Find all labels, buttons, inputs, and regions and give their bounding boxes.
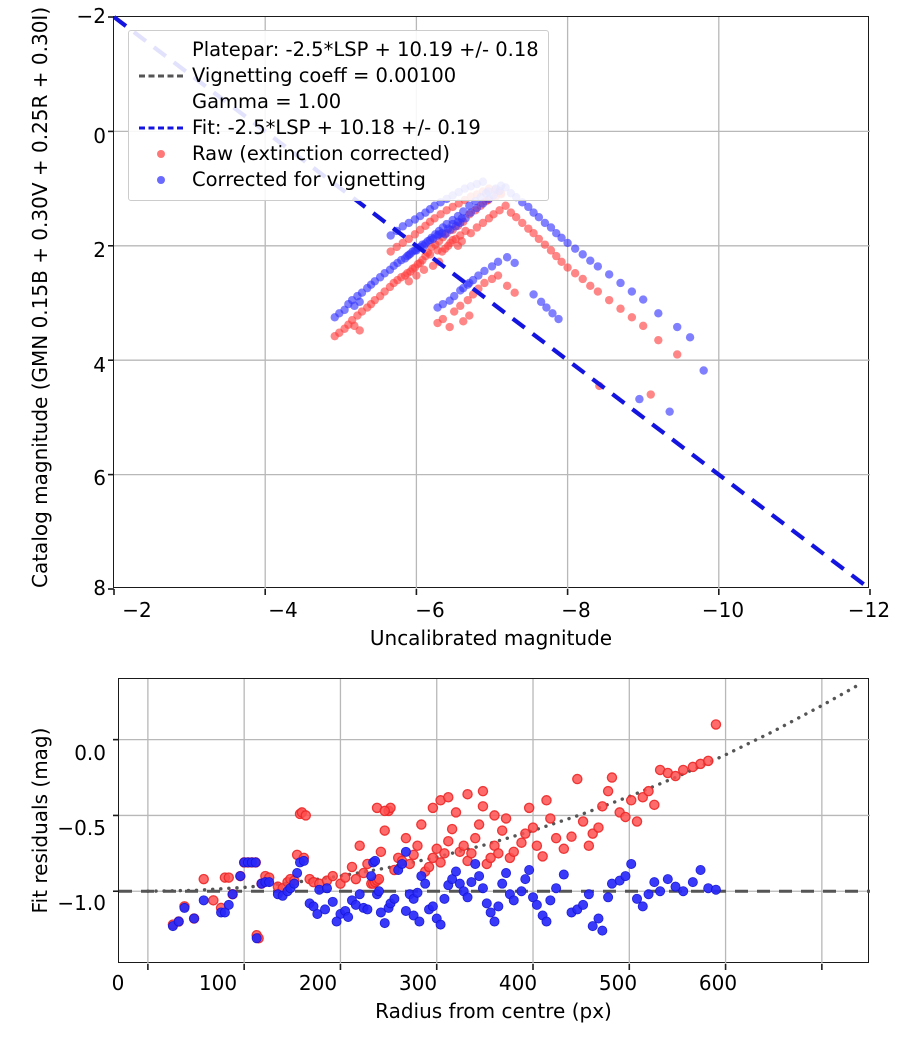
legend-entry-corrected: Corrected for vignetting bbox=[138, 167, 539, 193]
calibration-ytick-5: 8 bbox=[93, 576, 106, 600]
legend-entry-raw: Raw (extinction corrected) bbox=[138, 141, 539, 167]
residuals-ytick-1: −0.5 bbox=[57, 816, 106, 840]
legend-label-gamma: Gamma = 1.00 bbox=[192, 90, 342, 113]
legend-label-platepar: Platepar: -2.5*LSP + 10.19 +/- 0.18 bbox=[192, 38, 539, 61]
legend-handle-blank-gamma bbox=[138, 89, 184, 115]
scatter-dot-icon-blue bbox=[157, 176, 165, 184]
dashed-line-icon-gray bbox=[139, 74, 183, 78]
dashed-line-icon-blue bbox=[139, 126, 183, 130]
calibration-ytick-0: −2 bbox=[76, 4, 106, 28]
legend-label-vignetting-coeff: Vignetting coeff = 0.00100 bbox=[192, 64, 457, 87]
residuals-xtick-0: 0 bbox=[111, 971, 125, 995]
calibration-ytick-4: 6 bbox=[93, 466, 106, 490]
residuals-ytick-0: 0.0 bbox=[74, 741, 106, 765]
residuals-axes bbox=[113, 678, 870, 970]
calibration-xtick-1: −4 bbox=[268, 598, 298, 622]
legend-handle-dot-red bbox=[138, 141, 184, 167]
residuals-ytick-2: −1.0 bbox=[57, 891, 106, 915]
calibration-xtick-5: −12 bbox=[847, 598, 891, 622]
calibration-ytick-1: 0 bbox=[93, 124, 106, 148]
residuals-plot-canvas bbox=[113, 679, 870, 970]
legend-entry-platepar: Platepar: -2.5*LSP + 10.19 +/- 0.18 bbox=[138, 37, 539, 63]
legend-label-fit: Fit: -2.5*LSP + 10.18 +/- 0.19 bbox=[192, 116, 481, 139]
legend-entry-vignetting-coeff: Vignetting coeff = 0.00100 bbox=[138, 63, 539, 89]
legend-label-raw: Raw (extinction corrected) bbox=[192, 142, 450, 165]
residuals-xtick-6: 600 bbox=[698, 971, 738, 995]
calibration-xtick-0: −2 bbox=[122, 598, 152, 622]
residuals-panel: Fit residuals (mag) 0.0 −0.5 −1.0 0 100 … bbox=[0, 660, 900, 1050]
legend-handle-dot-blue bbox=[138, 167, 184, 193]
scatter-dot-icon-red bbox=[157, 150, 165, 158]
residuals-xtick-2: 200 bbox=[298, 971, 338, 995]
residuals-xtick-5: 500 bbox=[598, 971, 638, 995]
legend-entry-fit: Fit: -2.5*LSP + 10.18 +/- 0.19 bbox=[138, 115, 539, 141]
legend-handle-blank-platepar bbox=[138, 37, 184, 63]
calibration-xtick-3: −8 bbox=[561, 598, 591, 622]
legend-entry-gamma: Gamma = 1.00 bbox=[138, 89, 539, 115]
calibration-legend: Platepar: -2.5*LSP + 10.19 +/- 0.18 Vign… bbox=[128, 30, 549, 201]
calibration-ytick-2: 2 bbox=[93, 238, 106, 262]
calibration-y-axis-label: Catalog magnitude (GMN 0.15B + 0.30V + 0… bbox=[28, 6, 52, 588]
residuals-xtick-4: 400 bbox=[498, 971, 538, 995]
legend-handle-dashed-gray bbox=[138, 63, 184, 89]
residuals-xtick-3: 300 bbox=[398, 971, 438, 995]
legend-label-corrected: Corrected for vignetting bbox=[192, 168, 426, 191]
residuals-x-axis-label: Radius from centre (px) bbox=[375, 999, 612, 1023]
residuals-xtick-1: 100 bbox=[198, 971, 238, 995]
calibration-x-axis-label: Uncalibrated magnitude bbox=[369, 626, 613, 650]
calibration-ytick-3: 4 bbox=[93, 353, 106, 377]
calibration-xtick-4: −10 bbox=[701, 598, 745, 622]
calibration-xtick-2: −6 bbox=[415, 598, 445, 622]
legend-handle-dashed-blue bbox=[138, 115, 184, 141]
